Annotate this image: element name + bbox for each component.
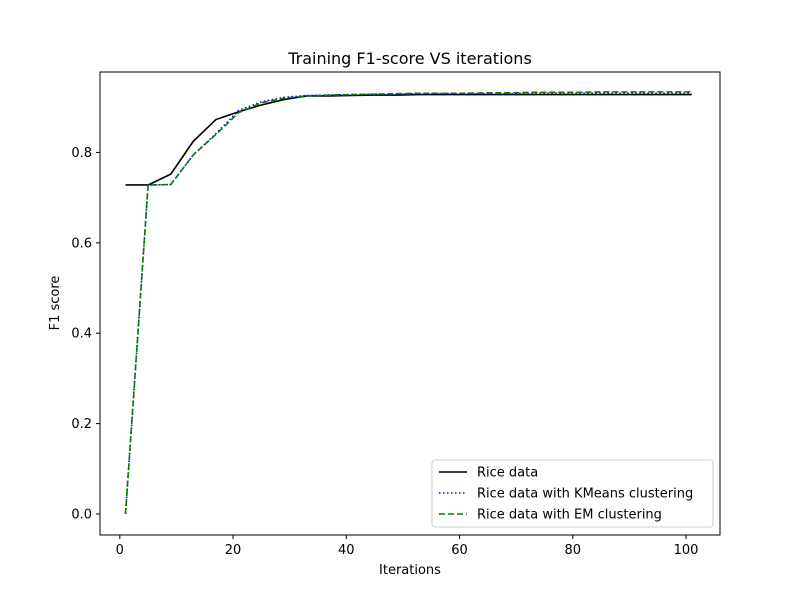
plot-frame [99,71,721,536]
legend: Rice data Rice data with KMeans clusterin… [431,459,714,528]
series-line-3 [124,91,692,515]
chart-title: Training F1-score VS iterations [287,49,532,68]
legend-box [431,459,714,528]
y-tick-label: 0.4 [71,327,92,342]
plot-area [124,91,692,515]
x-tick-label: 40 [338,543,355,558]
y-tick-label: 0.0 [71,507,92,522]
y-tick-label: 0.6 [71,236,92,251]
legend-label-2: Rice data with KMeans clustering [477,487,693,502]
series-line-1 [125,93,692,186]
x-tick-label: 80 [565,543,582,558]
legend-label-1: Rice data [477,466,538,481]
x-axis-label: Iterations [379,563,441,578]
y-axis: 0.0 0.2 0.4 0.6 0.8 [71,146,100,522]
x-tick-label: 0 [116,543,124,558]
series-line-2 [124,92,692,515]
x-tick-label: 20 [225,543,242,558]
y-tick-label: 0.2 [71,417,92,432]
y-tick-label: 0.8 [71,146,92,161]
x-tick-label: 100 [674,543,699,558]
legend-label-3: Rice data with EM clustering [477,508,662,523]
x-tick-label: 60 [451,543,468,558]
x-axis: 0 20 40 60 80 100 [116,535,699,558]
y-axis-label: F1 score [48,276,63,331]
